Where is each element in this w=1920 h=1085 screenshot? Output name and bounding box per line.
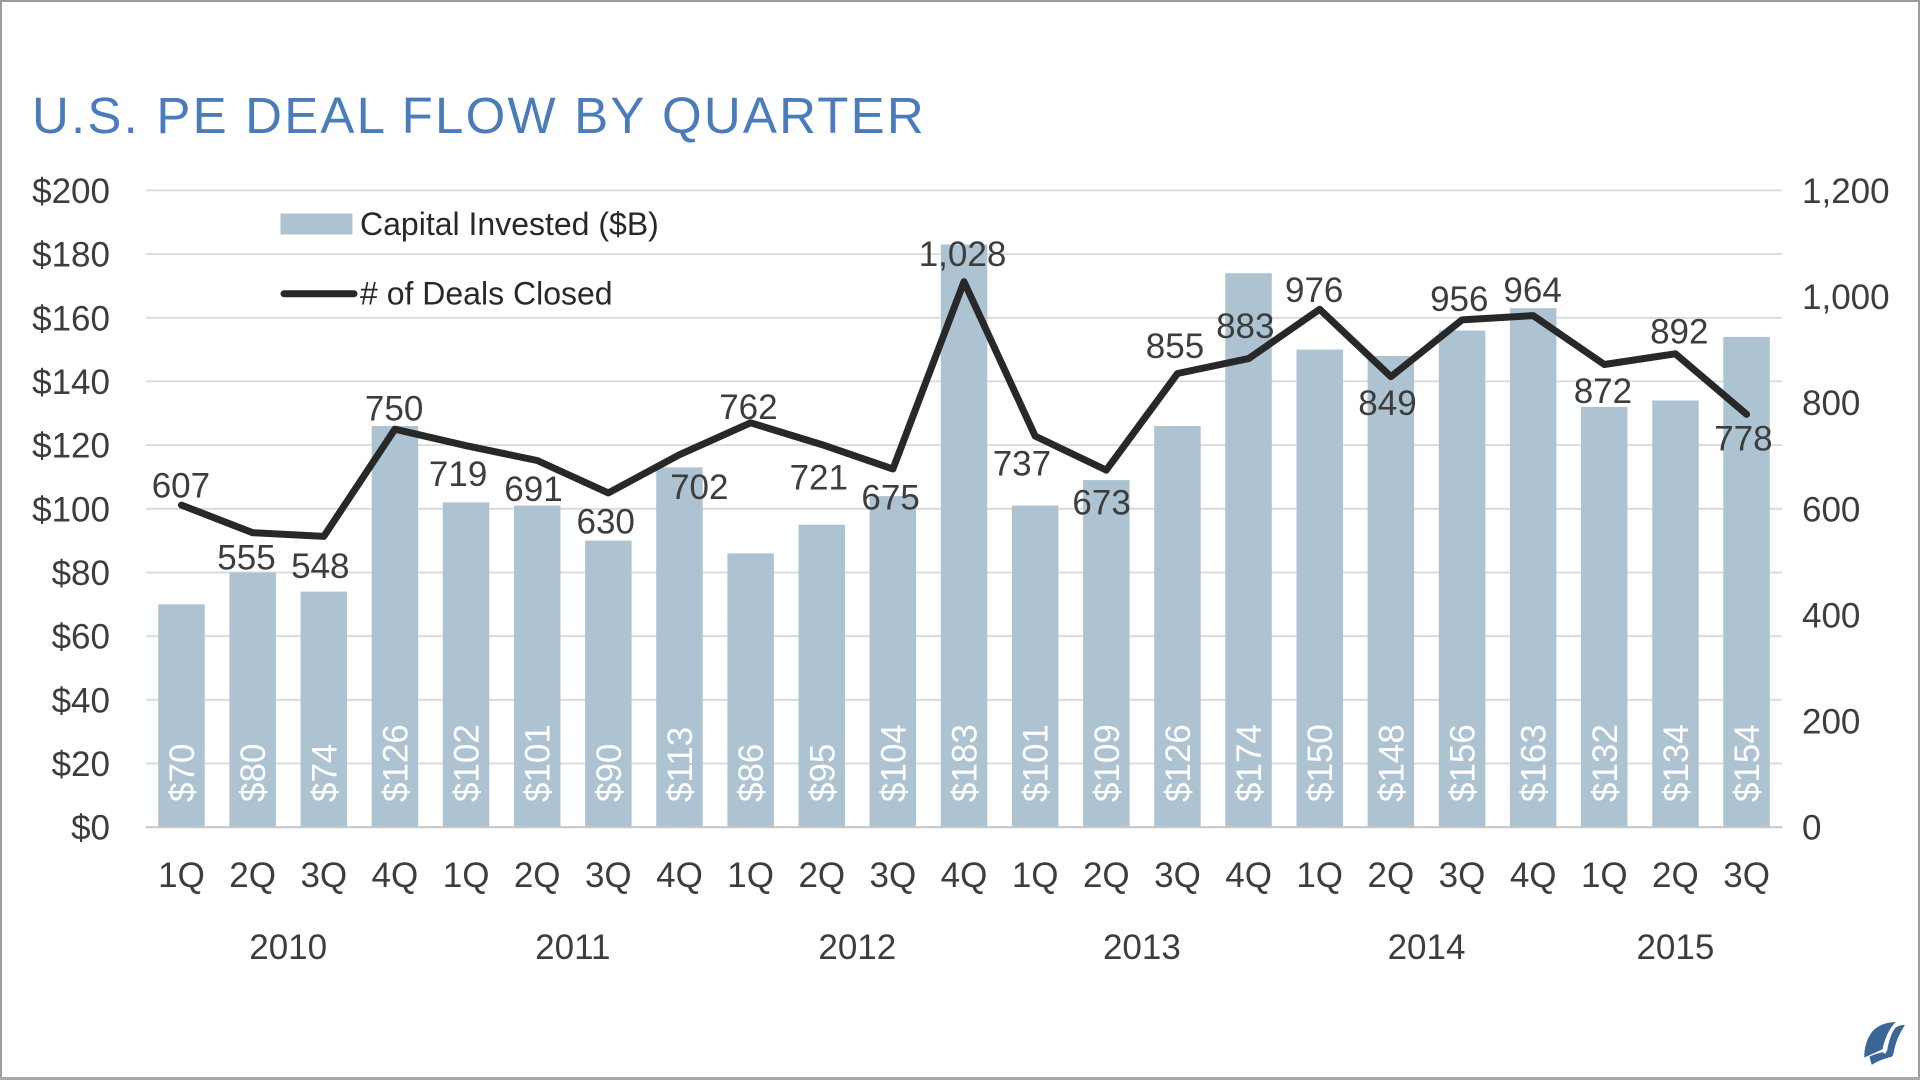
svg-text:737: 737	[993, 444, 1051, 483]
svg-text:2015: 2015	[1636, 928, 1714, 967]
svg-text:2Q: 2Q	[1368, 856, 1415, 895]
svg-text:$150: $150	[1301, 724, 1340, 802]
svg-text:1Q: 1Q	[727, 856, 774, 895]
svg-text:$60: $60	[52, 618, 110, 657]
svg-text:$183: $183	[946, 724, 985, 802]
svg-text:$120: $120	[32, 427, 110, 466]
svg-text:U.S. PE DEAL FLOW BY QUARTER: U.S. PE DEAL FLOW BY QUARTER	[32, 87, 926, 144]
svg-text:$132: $132	[1586, 724, 1625, 802]
svg-text:976: 976	[1285, 271, 1343, 310]
svg-text:4Q: 4Q	[656, 856, 703, 895]
svg-text:1Q: 1Q	[1296, 856, 1343, 895]
svg-text:2Q: 2Q	[229, 856, 276, 895]
svg-text:607: 607	[152, 467, 210, 506]
svg-text:4Q: 4Q	[1510, 856, 1557, 895]
svg-text:$80: $80	[52, 554, 110, 593]
svg-text:3Q: 3Q	[585, 856, 632, 895]
svg-text:675: 675	[861, 479, 919, 518]
svg-text:2010: 2010	[249, 928, 327, 967]
svg-text:$95: $95	[803, 744, 842, 802]
svg-text:$80: $80	[234, 744, 273, 802]
svg-text:1Q: 1Q	[1012, 856, 1059, 895]
svg-text:555: 555	[217, 539, 275, 578]
svg-text:$86: $86	[732, 744, 771, 802]
svg-text:$113: $113	[661, 727, 700, 802]
svg-text:630: 630	[576, 503, 634, 542]
svg-text:400: 400	[1802, 596, 1860, 635]
svg-text:$140: $140	[32, 363, 110, 402]
svg-text:1,000: 1,000	[1802, 278, 1890, 317]
svg-text:$100: $100	[32, 490, 110, 529]
svg-text:2Q: 2Q	[1083, 856, 1130, 895]
svg-text:673: 673	[1072, 483, 1130, 522]
svg-text:$154: $154	[1728, 724, 1767, 802]
svg-text:# of Deals Closed: # of Deals Closed	[360, 276, 613, 312]
svg-text:$102: $102	[448, 724, 487, 802]
svg-text:$148: $148	[1372, 724, 1411, 802]
svg-text:4Q: 4Q	[941, 856, 988, 895]
svg-text:$163: $163	[1515, 724, 1554, 802]
svg-text:3Q: 3Q	[300, 856, 347, 895]
svg-text:$40: $40	[52, 681, 110, 720]
svg-text:1,028: 1,028	[919, 235, 1007, 274]
svg-text:$70: $70	[163, 744, 202, 802]
svg-text:200: 200	[1802, 703, 1860, 742]
svg-text:691: 691	[504, 470, 562, 509]
svg-text:2Q: 2Q	[1652, 856, 1699, 895]
svg-text:892: 892	[1650, 312, 1708, 351]
svg-text:$160: $160	[32, 299, 110, 338]
svg-text:4Q: 4Q	[1225, 856, 1272, 895]
svg-text:Capital Invested ($B): Capital Invested ($B)	[360, 206, 659, 242]
svg-text:2013: 2013	[1103, 928, 1181, 967]
svg-text:800: 800	[1802, 384, 1860, 423]
svg-text:$109: $109	[1088, 724, 1127, 802]
svg-text:855: 855	[1146, 327, 1204, 366]
svg-text:$74: $74	[305, 744, 344, 802]
svg-text:1,200: 1,200	[1802, 172, 1890, 211]
svg-text:$156: $156	[1444, 724, 1483, 802]
svg-text:964: 964	[1503, 271, 1561, 310]
svg-text:1Q: 1Q	[443, 856, 490, 895]
svg-text:762: 762	[719, 388, 777, 427]
svg-text:849: 849	[1358, 384, 1416, 423]
svg-text:$104: $104	[874, 724, 913, 802]
svg-text:$200: $200	[32, 172, 110, 211]
svg-text:600: 600	[1802, 490, 1860, 529]
svg-text:1Q: 1Q	[1581, 856, 1628, 895]
svg-text:2011: 2011	[535, 928, 610, 967]
svg-text:$101: $101	[519, 724, 558, 802]
svg-text:2014: 2014	[1388, 928, 1466, 967]
svg-text:$126: $126	[376, 724, 415, 802]
svg-text:4Q: 4Q	[372, 856, 419, 895]
svg-text:$90: $90	[590, 744, 629, 802]
svg-text:3Q: 3Q	[1154, 856, 1201, 895]
svg-text:750: 750	[365, 389, 423, 428]
svg-text:$0: $0	[71, 809, 110, 848]
svg-text:548: 548	[291, 547, 349, 586]
svg-text:956: 956	[1430, 280, 1488, 319]
svg-text:719: 719	[429, 455, 487, 494]
svg-text:$174: $174	[1230, 724, 1269, 802]
svg-text:1Q: 1Q	[158, 856, 205, 895]
svg-text:$101: $101	[1017, 724, 1056, 802]
svg-text:$180: $180	[32, 236, 110, 275]
svg-text:2Q: 2Q	[514, 856, 561, 895]
svg-text:$126: $126	[1159, 724, 1198, 802]
svg-text:3Q: 3Q	[1723, 856, 1770, 895]
svg-text:2012: 2012	[818, 928, 896, 967]
svg-text:$20: $20	[52, 745, 110, 784]
svg-text:721: 721	[790, 458, 848, 497]
svg-text:0: 0	[1802, 809, 1821, 848]
svg-text:883: 883	[1216, 307, 1274, 346]
svg-text:3Q: 3Q	[870, 856, 917, 895]
svg-text:3Q: 3Q	[1439, 856, 1486, 895]
svg-text:778: 778	[1714, 419, 1772, 458]
svg-text:$134: $134	[1657, 724, 1696, 802]
svg-text:2Q: 2Q	[798, 856, 845, 895]
svg-text:702: 702	[670, 468, 728, 507]
svg-text:872: 872	[1574, 372, 1632, 411]
